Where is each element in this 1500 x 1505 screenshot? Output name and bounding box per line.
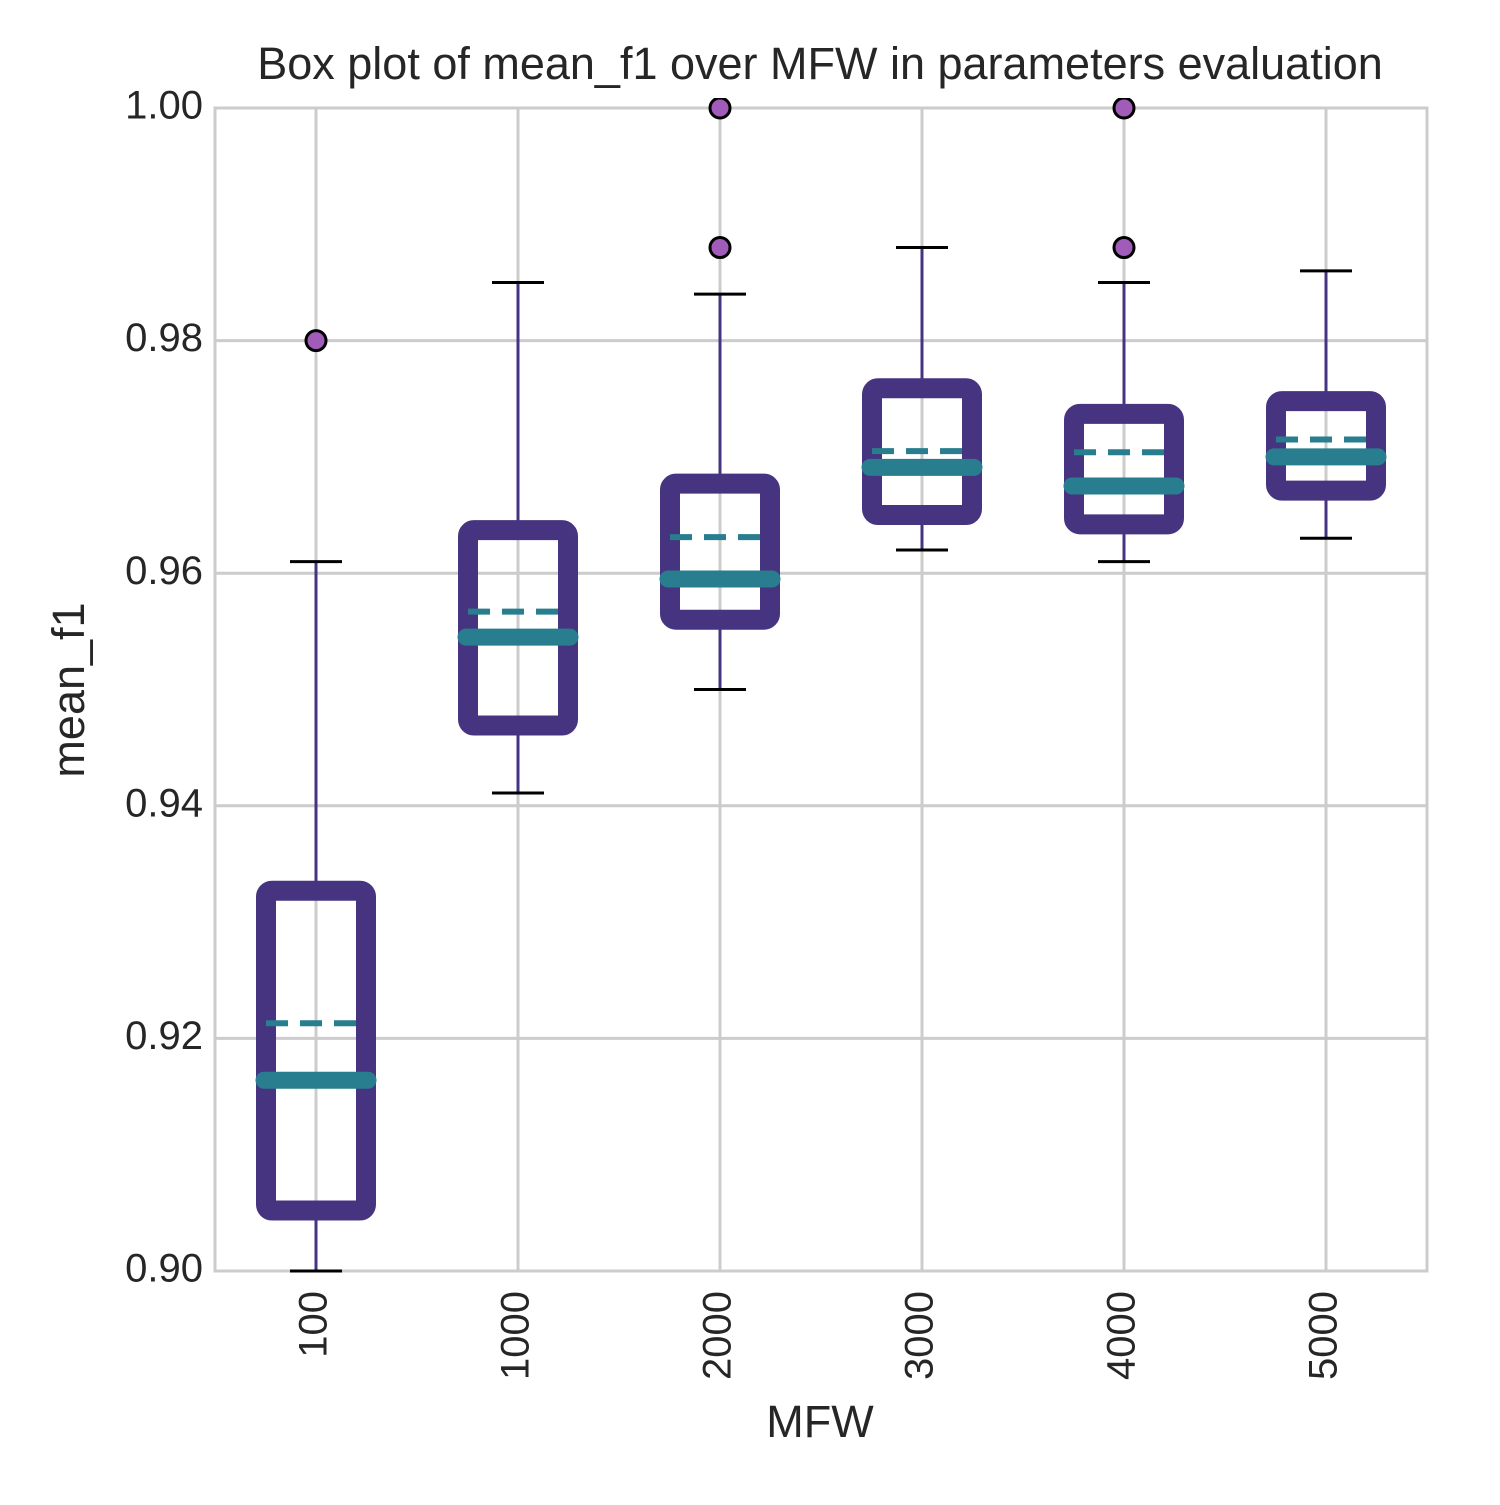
x-tick-label: 1000 [494,1291,538,1380]
y-tick-label: 0.94 [125,781,203,825]
box [256,880,376,1221]
outlier [708,236,732,260]
plot-frame [213,106,1429,1273]
y-axis-label: mean_f1 [43,602,94,777]
plot-area [255,98,1387,1273]
box [660,473,780,630]
y-tick-label: 0.92 [125,1014,203,1058]
x-tick-label: 5000 [1302,1291,1346,1380]
x-tick-label: 2000 [696,1291,740,1380]
x-tick-label: 100 [292,1291,336,1358]
chart-title: Box plot of mean_f1 over MFW in paramete… [257,38,1383,89]
box [1266,391,1386,501]
outlier [304,329,328,353]
x-axis-label: MFW [766,1396,874,1447]
y-tick-label: 1.00 [125,84,203,128]
y-tick-label: 0.96 [125,549,203,593]
x-tick-label: 3000 [898,1291,942,1380]
x-tick-label: 4000 [1100,1291,1144,1380]
box [458,520,578,736]
box [1064,403,1184,535]
outlier [1112,98,1136,120]
y-tick-label: 0.90 [125,1247,203,1291]
outlier [1112,236,1136,260]
y-tick-label: 0.98 [125,316,203,360]
outlier [708,98,732,120]
